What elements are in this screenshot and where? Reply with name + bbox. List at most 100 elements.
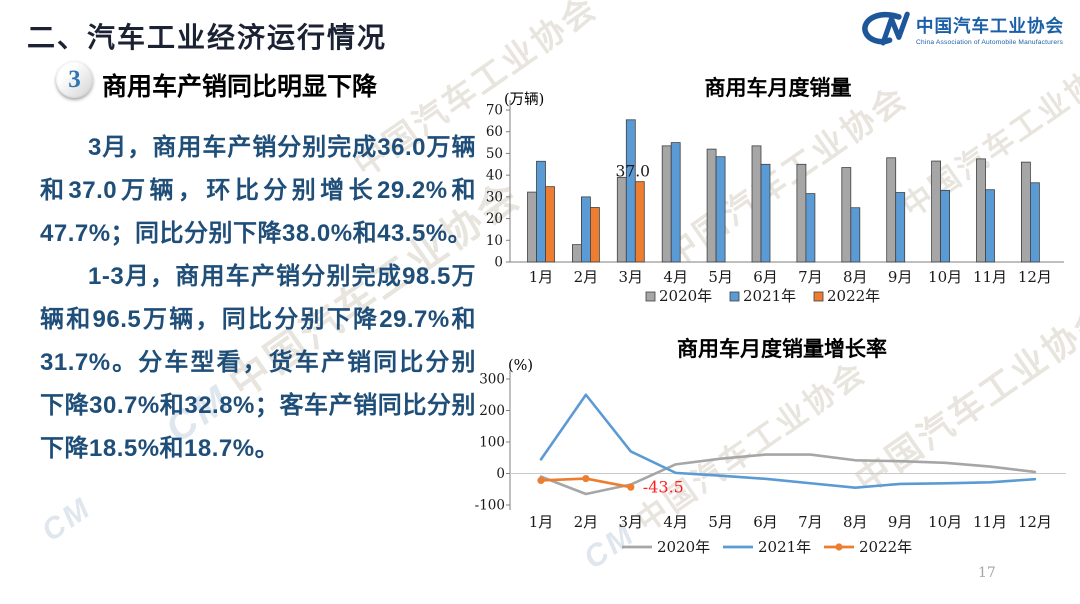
bar-2021年-3月: [625, 119, 636, 263]
x-axis-label: 5月: [708, 268, 733, 286]
x-axis-label: 12月: [1018, 268, 1052, 286]
body-text: 3月，商用车产销分别完成36.0万辆和37.0万辆，环比分别增长29.2%和47…: [40, 126, 476, 470]
section-heading: 商用车产销同比明显下降: [102, 73, 378, 101]
x-axis-label: 3月: [619, 268, 644, 286]
x-axis-label: 12月: [1018, 513, 1052, 531]
legend-swatch-2021年: [729, 291, 740, 302]
paragraph-1: 3月，商用车产销分别完成36.0万辆和37.0万辆，环比分别增长29.2%和47…: [40, 134, 476, 247]
logo-m-stroke: [880, 11, 910, 46]
y-axis-tick-label: 0: [494, 255, 503, 271]
y-axis-tick-label: 20: [486, 211, 503, 227]
y-axis-tick-label: 10: [486, 233, 503, 249]
line-chart-growth-rate: 商用车月度销量增长率 (%) 300 200 100 0 -100 1月 2月 3月 4月 5月 6…: [475, 336, 1066, 556]
x-axis-label: 4月: [663, 513, 688, 531]
y-axis-tick-label: 70: [486, 103, 503, 119]
y-axis-tick-label: 40: [486, 168, 503, 184]
legend-label-2020年: 2020年: [657, 538, 710, 556]
bar-2021年-12月: [1030, 182, 1040, 263]
bar-2020年-11月: [976, 158, 986, 263]
bar-2020年-4月: [661, 145, 672, 263]
line-chart-plot-area: 300 200 100 0 -100 1月 2月 3月 4月 5月 6月 7月 8月 9月 10月 11月 12…: [475, 370, 1066, 556]
x-axis-label: 8月: [843, 513, 868, 531]
legend-swatch-2020年: [645, 291, 656, 302]
bar-2020年-5月: [706, 148, 717, 263]
bar-2021年-4月: [670, 142, 681, 263]
bar-2020年-8月: [841, 167, 852, 263]
x-axis-label: 10月: [928, 268, 962, 286]
caam-logo-swoosh-icon: [862, 11, 910, 46]
bar-2020年-6月: [751, 145, 762, 263]
marker-2022年-3月: [627, 483, 635, 491]
paragraph-2: 1-3月，商用车产销分别完成98.5万辆和96.5万辆，同比分别下降29.7%和…: [40, 263, 476, 462]
x-axis-label: 3月: [619, 513, 644, 531]
x-axis-label: 8月: [843, 268, 868, 286]
y-axis-tick-label: 200: [479, 403, 505, 419]
legend-swatch-2022年: [813, 291, 824, 302]
legend-label-2022年: 2022年: [859, 538, 912, 556]
bar-2021年-5月: [715, 156, 726, 263]
x-axis-label: 9月: [888, 513, 913, 531]
bar-chart-unit-label: (万辆): [504, 91, 544, 108]
bar-value-label: 37.0: [616, 163, 651, 181]
y-axis-tick-label: 100: [479, 435, 505, 451]
bar-chart-plot-area: 0 10 20 30 40 50 60 70 1月 2月 3月 4月 5月 6月 7月 8月 9月 10月 11月 1…: [486, 100, 1064, 305]
x-axis-label: 4月: [663, 268, 688, 286]
watermark: CM: [36, 485, 107, 549]
bar-2021年-6月: [760, 163, 771, 263]
line-2021年: [539, 393, 1037, 489]
y-axis-tick-label: 30: [486, 189, 503, 205]
bar-2021年-8月: [850, 207, 861, 263]
line-chart-unit-label: (%): [508, 358, 533, 374]
bar-2020年-9月: [886, 157, 897, 263]
bar-2020年-1月: [527, 191, 537, 263]
x-axis-label: 11月: [973, 268, 1007, 286]
y-axis-tick-label: 50: [486, 146, 503, 162]
page-title: 二、汽车工业经济运行情况: [27, 22, 388, 53]
caam-logo-cn: 中国汽车工业协会: [916, 15, 1064, 36]
x-axis-label: 2月: [574, 513, 599, 531]
x-axis-label: 6月: [753, 268, 778, 286]
x-axis-label: 6月: [753, 513, 778, 531]
bar-2020年-10月: [931, 160, 942, 263]
legend-label-2022年: 2022年: [827, 287, 880, 305]
x-axis-label: 9月: [888, 268, 913, 286]
legend-label-2021年: 2021年: [758, 538, 811, 556]
caam-swoosh-watermark: CM: [35, 490, 98, 549]
bar-chart-monthly-sales: 商用车月度销量 (万辆) 0 10 20 30 40 50 60 70 1月 2月 3月 4月 5月 6月…: [486, 75, 1064, 305]
legend-marker-2022年: [835, 543, 843, 551]
x-axis-label: 2月: [574, 268, 599, 286]
caam-logo-en: China Association of Automobile Manufact…: [916, 38, 1064, 46]
x-axis-label: 5月: [708, 513, 733, 531]
y-axis-tick-label: 300: [479, 372, 505, 388]
legend-label-2020年: 2020年: [659, 287, 712, 305]
section-number: 3: [68, 65, 81, 93]
bar-2020年-2月: [572, 244, 582, 263]
line-2020年: [539, 453, 1037, 496]
marker-2022年-2月: [582, 474, 590, 483]
x-axis-label: 10月: [928, 513, 962, 531]
legend-label-2021年: 2021年: [743, 287, 796, 305]
line-value-label: -43.5: [643, 478, 684, 497]
x-axis-label: 7月: [798, 513, 823, 531]
bar-2020年-12月: [1021, 161, 1031, 263]
x-axis-label: 1月: [529, 513, 554, 531]
bar-2022年-1月: [545, 186, 555, 263]
bar-2021年-7月: [805, 193, 816, 263]
y-axis-tick-label: 0: [496, 466, 505, 482]
section-number-badge: 3: [56, 61, 93, 98]
marker-2022年-1月: [537, 476, 545, 485]
bar-2021年-1月: [536, 160, 546, 263]
caam-logo: 中国汽车工业协会 China Association of Automobile…: [858, 10, 1064, 48]
bar-2021年-10月: [940, 189, 951, 263]
x-axis-label: 1月: [529, 268, 554, 286]
bar-chart-title: 商用车月度销量: [705, 75, 852, 100]
bar-2021年-11月: [985, 189, 995, 263]
bar-2020年-7月: [796, 163, 807, 263]
page-number: 17: [978, 565, 996, 581]
caam-logo-text: 中国汽车工业协会 China Association of Automobile…: [916, 13, 1064, 46]
line-chart-title: 商用车月度销量增长率: [677, 336, 887, 361]
y-axis-tick-label: 60: [486, 124, 503, 140]
x-axis-label: 7月: [798, 268, 823, 286]
bar-2021年-2月: [581, 196, 591, 263]
